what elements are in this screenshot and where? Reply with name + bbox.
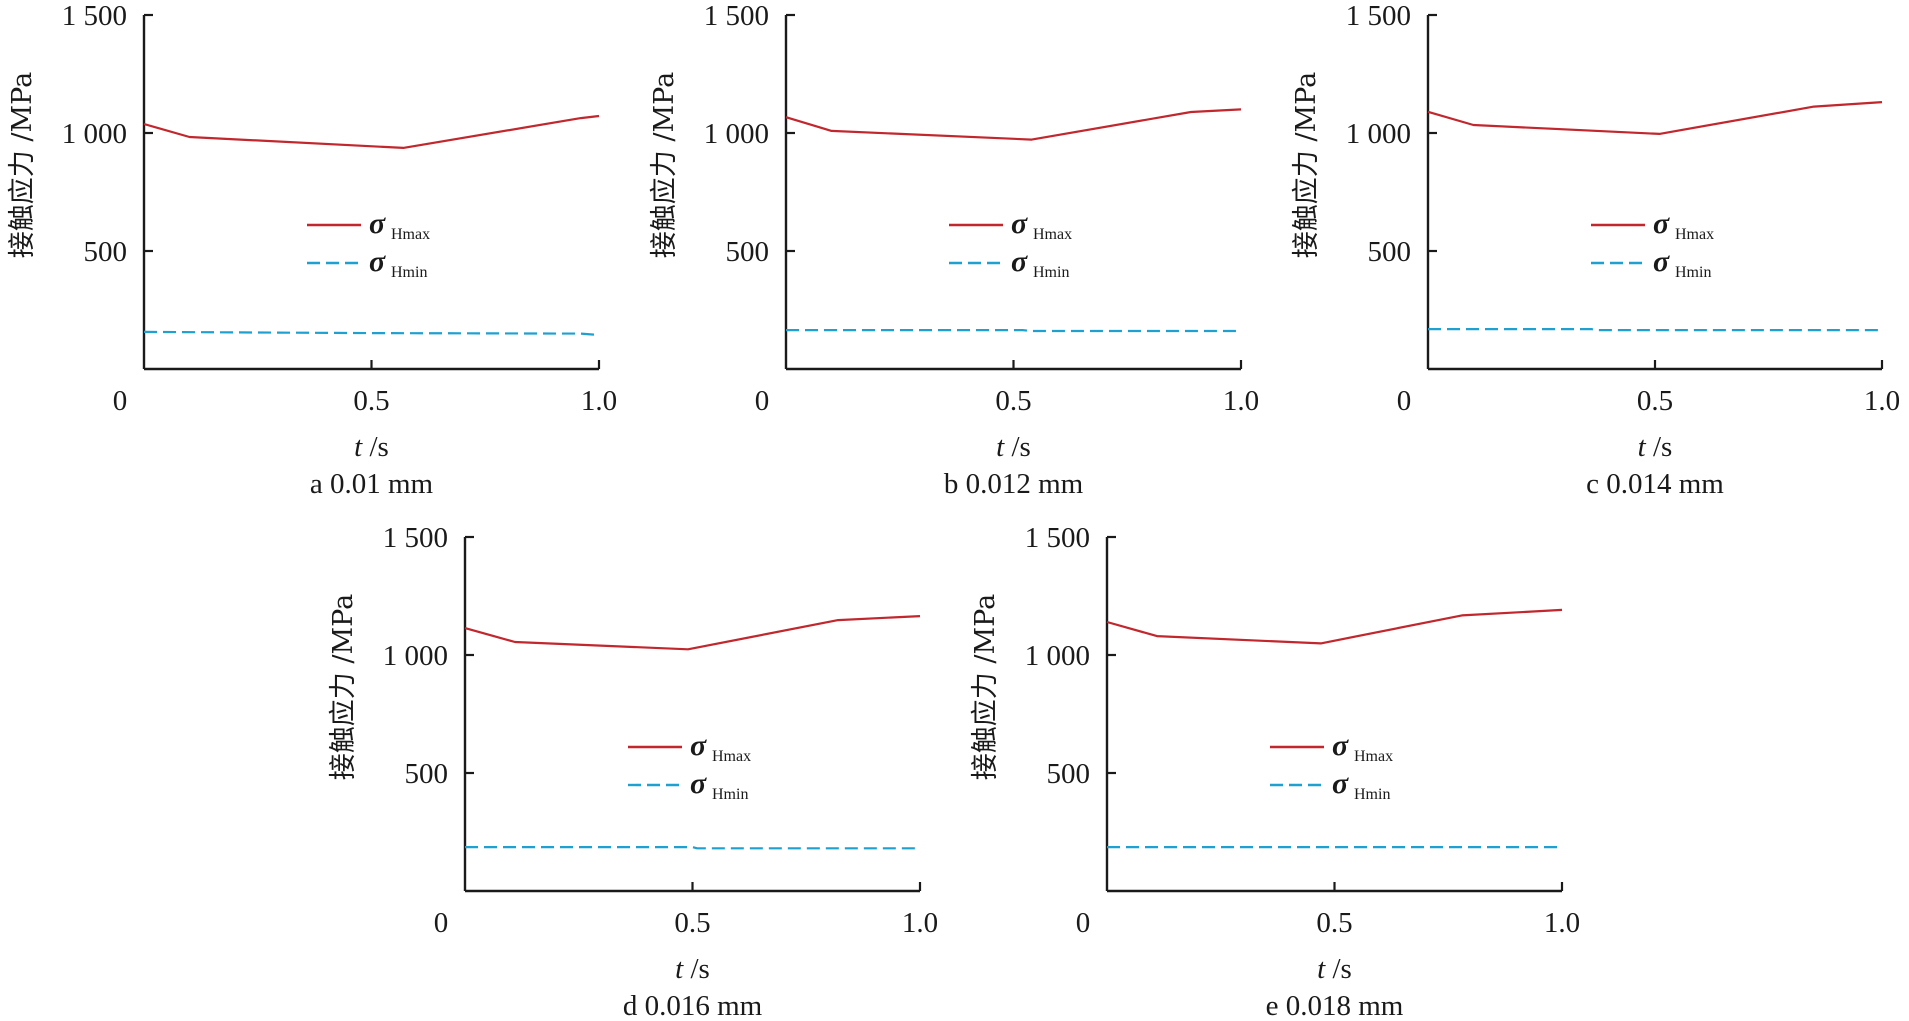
legend-label-hmax: Hmax xyxy=(391,226,430,243)
y-tick-label: 1 500 xyxy=(62,0,127,32)
y-tick-label: 500 xyxy=(726,236,770,268)
legend-sigma: σ xyxy=(690,767,707,800)
legend-sigma: σ xyxy=(1653,207,1670,240)
panel-caption: a 0.01 mm xyxy=(310,468,434,500)
series-line-hmin xyxy=(143,330,600,337)
x-axis-var: t xyxy=(354,431,363,463)
legend-sigma: σ xyxy=(1011,207,1028,240)
y-tick-label: 1 000 xyxy=(1025,640,1090,672)
legend-sigma: σ xyxy=(369,245,386,278)
legend-label-hmax: Hmax xyxy=(1675,226,1714,243)
panel-caption: c 0.014 mm xyxy=(1586,468,1724,500)
chart-panel-d: 500 1 000 1 500 0 0.5 1.0 t /s d 0.016 mm 接触应力 /… xyxy=(328,522,938,1021)
x-axis-unit: /s xyxy=(362,431,389,463)
x-tick-label: 1.0 xyxy=(902,907,938,939)
x-tick-label: 0.5 xyxy=(1316,907,1352,939)
panel-caption: e 0.018 mm xyxy=(1266,990,1404,1021)
x-axis-unit: /s xyxy=(1325,953,1352,985)
x-axis-unit: /s xyxy=(683,953,710,985)
legend-sigma: σ xyxy=(369,207,386,240)
x-axis-unit: /s xyxy=(1004,431,1031,463)
chart-panel-e: 500 1 000 1 500 0 0.5 1.0 t /s e 0.018 mm 接触应力 /… xyxy=(970,522,1580,1021)
y-tick-label: 1 500 xyxy=(1346,0,1411,32)
x-tick-label: 1.0 xyxy=(1223,385,1259,417)
y-tick-label: 500 xyxy=(84,236,128,268)
series-line-hmax xyxy=(143,114,600,149)
series-line-hmax xyxy=(1427,101,1883,135)
x-tick-label: 0 xyxy=(113,385,128,417)
x-tick-label: 0.5 xyxy=(674,907,710,939)
series-line-hmin xyxy=(1428,328,1882,332)
series-line-hmax xyxy=(464,615,921,651)
series-line-hmax xyxy=(1106,608,1563,645)
y-tick-label: 1 500 xyxy=(383,522,448,554)
legend-sigma: σ xyxy=(1653,245,1670,278)
x-tick-label: 1.0 xyxy=(1864,385,1900,417)
legend-label-hmax: Hmax xyxy=(712,748,751,765)
y-axis-title: 接触应力 /MPa xyxy=(328,594,359,780)
x-axis-var: t xyxy=(1317,953,1326,985)
y-axis-title: 接触应力 /MPa xyxy=(649,72,680,258)
series-line-hmax xyxy=(785,108,1242,141)
legend-label-hmin: Hmin xyxy=(712,786,748,803)
y-axis-title: 接触应力 /MPa xyxy=(970,594,1001,780)
legend-sigma: σ xyxy=(1332,767,1349,800)
legend-label-hmin: Hmin xyxy=(1033,264,1069,281)
x-tick-label: 0 xyxy=(434,907,449,939)
y-tick-label: 1 000 xyxy=(1346,118,1411,150)
x-axis-title: t /s xyxy=(1317,953,1352,985)
x-tick-label: 1.0 xyxy=(581,385,617,417)
legend-sigma: σ xyxy=(1011,245,1028,278)
y-tick-label: 500 xyxy=(1047,758,1091,790)
y-tick-label: 500 xyxy=(1368,236,1412,268)
legend-label-hmin: Hmin xyxy=(1675,264,1711,281)
legend-label-hmax: Hmax xyxy=(1033,226,1072,243)
x-axis-title: t /s xyxy=(996,431,1031,463)
legend-label-hmin: Hmin xyxy=(1354,786,1390,803)
legend-sigma: σ xyxy=(690,729,707,762)
panel-caption: b 0.012 mm xyxy=(944,468,1084,500)
x-axis-var: t xyxy=(996,431,1005,463)
series-line-hmin xyxy=(786,329,1241,333)
x-tick-label: 1.0 xyxy=(1544,907,1580,939)
series-line-hmin xyxy=(465,845,920,850)
x-tick-label: 0 xyxy=(1397,385,1412,417)
x-tick-label: 0.5 xyxy=(995,385,1031,417)
chart-panel-b: 500 1 000 1 500 0 0.5 1.0 t /s b 0.012 mm 接触应力 /… xyxy=(649,0,1259,500)
x-axis-unit: /s xyxy=(1646,431,1673,463)
y-tick-label: 1 000 xyxy=(383,640,448,672)
x-axis-title: t /s xyxy=(1638,431,1673,463)
x-axis-title: t /s xyxy=(354,431,389,463)
chart-panel-a: 500 1 000 1 500 0 0.5 1.0 t /s a 0.01 mm 接触应力 /M… xyxy=(7,0,617,500)
panel-caption: d 0.016 mm xyxy=(623,990,763,1021)
x-tick-label: 0 xyxy=(1076,907,1091,939)
y-tick-label: 1 000 xyxy=(704,118,769,150)
y-tick-label: 1 500 xyxy=(704,0,769,32)
y-tick-label: 1 500 xyxy=(1025,522,1090,554)
chart-panel-c: 500 1 000 1 500 0 0.5 1.0 t /s c 0.014 mm 接触应力 /… xyxy=(1291,0,1900,500)
x-tick-label: 0.5 xyxy=(353,385,389,417)
legend-sigma: σ xyxy=(1332,729,1349,762)
y-tick-label: 500 xyxy=(405,758,449,790)
y-axis-title: 接触应力 /MPa xyxy=(7,72,38,258)
y-axis-title: 接触应力 /MPa xyxy=(1291,72,1322,258)
x-tick-label: 0 xyxy=(755,385,770,417)
y-tick-label: 1 000 xyxy=(62,118,127,150)
x-tick-label: 0.5 xyxy=(1637,385,1673,417)
x-axis-var: t xyxy=(1638,431,1647,463)
x-axis-var: t xyxy=(675,953,684,985)
legend-label-hmin: Hmin xyxy=(391,264,427,281)
legend-label-hmax: Hmax xyxy=(1354,748,1393,765)
x-axis-title: t /s xyxy=(675,953,710,985)
